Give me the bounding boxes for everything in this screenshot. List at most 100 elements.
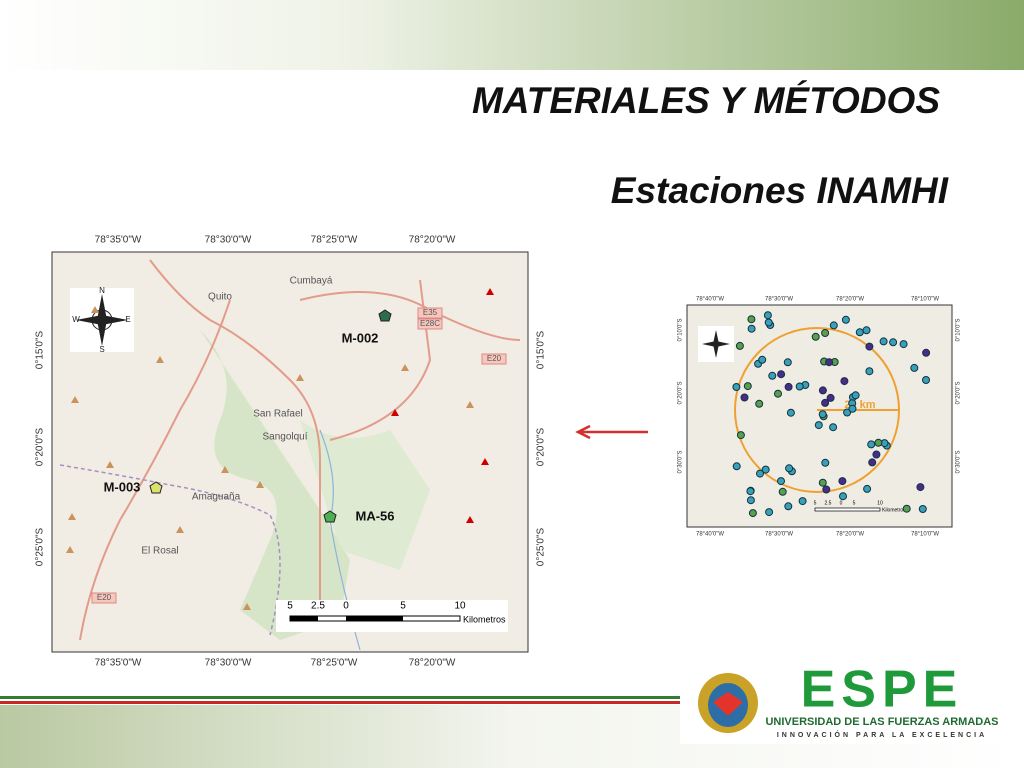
place-label: San Rafael: [253, 409, 302, 420]
coord-label: 78°30'0"W: [205, 235, 252, 246]
inset-scale-tick: 10: [877, 500, 883, 506]
station-dot: [851, 391, 860, 400]
arrow: [575, 424, 648, 440]
station-dot: [826, 393, 835, 402]
peak: [156, 356, 164, 363]
station-dot: [829, 423, 838, 432]
inset-coord: 0°20'0"S: [956, 381, 962, 404]
road: [79, 299, 231, 641]
inset-scale-tick: 2.5: [825, 500, 832, 506]
inset-scale-tick: 5: [853, 500, 856, 506]
scale-tick: 5: [400, 601, 406, 612]
station-dot: [764, 318, 773, 327]
coord-label: 78°35'0"W: [95, 658, 142, 669]
peak: [68, 513, 76, 520]
station-dot: [798, 497, 807, 506]
peak: [486, 288, 494, 295]
scale-seg: [290, 616, 318, 621]
peak: [466, 516, 474, 523]
subtitle: Estaciones INAMHI: [611, 170, 949, 211]
coord-label: 0°25'0"S: [35, 527, 46, 566]
scale-unit: Kilometros: [463, 614, 506, 624]
top-band: [0, 0, 1024, 70]
station-dot: [821, 398, 830, 407]
station-dot: [918, 505, 927, 513]
station-dot: [748, 509, 757, 518]
coord-label: 0°15'0"S: [35, 330, 46, 369]
compass-letter: N: [99, 286, 105, 295]
station-dot: [763, 311, 772, 320]
station-dot: [874, 438, 883, 447]
station-dot: [848, 404, 857, 413]
station-dot: [839, 492, 847, 501]
road-shield: [91, 592, 117, 604]
coord-label: 78°35'0"W: [95, 235, 142, 246]
place-label: Amaguaña: [192, 492, 241, 503]
station-dot: [865, 367, 874, 376]
station-dot: [768, 371, 777, 380]
station-dot: [736, 431, 745, 440]
station-dot: [747, 324, 756, 333]
station-dot: [758, 355, 767, 364]
road: [329, 279, 432, 441]
scale-tick: 2.5: [311, 601, 325, 612]
station-dot: [825, 358, 834, 367]
station-dot: [786, 408, 795, 417]
main-map: 78°35'0"W 78°35'0"W 78°30'0"W 78°30'0"W 78°2…: [35, 235, 547, 669]
peak: [401, 364, 409, 371]
road-label: E28C: [420, 319, 440, 328]
inset-coord: 78°30'0"W: [765, 297, 793, 303]
station-dot: [778, 487, 787, 496]
station-label: MA-56: [355, 508, 394, 523]
inset-map: 78°40'0"W 78°40'0"W 78°30'0"W 78°30'0"W 78°2…: [678, 297, 962, 538]
station-marker: [323, 510, 337, 523]
station-dot: [784, 382, 793, 391]
station-dot: [865, 342, 874, 351]
road: [149, 259, 321, 630]
title: MATERIALES Y MÉTODOS: [472, 80, 940, 121]
inset-coord: 78°10'0"W: [911, 297, 939, 303]
scale-seg: [346, 616, 403, 621]
logo-motto: INNOVACIÓN PARA LA EXCELENCIA: [777, 730, 987, 739]
inset-coord: 78°10'0"W: [911, 532, 939, 538]
station-dot: [916, 483, 925, 492]
stripe-green: [0, 696, 680, 699]
station-dot: [840, 377, 849, 386]
crest-mark: [713, 692, 743, 716]
stripe-red: [0, 701, 680, 704]
peak: [256, 481, 264, 488]
station-dot: [855, 328, 864, 337]
inset-coord: 78°20'0"W: [836, 532, 864, 538]
road-shield: [481, 353, 507, 365]
peak: [391, 409, 399, 416]
station-dot: [784, 502, 793, 511]
station-dot: [872, 450, 881, 459]
inset-coord: 78°30'0"W: [765, 532, 793, 538]
compass-letter: E: [125, 315, 130, 324]
place-label: Sangolquí: [262, 432, 307, 443]
scale-tick: 5: [287, 601, 293, 612]
station-dot: [818, 478, 827, 487]
logo-name: ESPE: [801, 661, 964, 719]
peak: [176, 526, 184, 533]
station-dot: [774, 389, 782, 398]
station-dot: [811, 332, 820, 341]
peak: [481, 458, 489, 465]
station-dot: [740, 393, 749, 402]
compass-letter: S: [99, 345, 104, 354]
station-dot: [838, 477, 847, 486]
coord-label: 78°20'0"W: [409, 658, 456, 669]
place-label: Quito: [208, 292, 232, 303]
peak: [66, 546, 74, 553]
coord-label: 78°20'0"W: [409, 235, 456, 246]
station-dot: [821, 458, 830, 467]
inset-scale-unit: Kilometros: [882, 507, 906, 513]
road-shield: [417, 318, 443, 330]
station-dot: [868, 458, 877, 467]
station-label: M-003: [104, 479, 141, 494]
peak: [296, 374, 304, 381]
inset-scale: [814, 507, 881, 512]
inset-coord: 78°40'0"W: [696, 297, 724, 303]
station-dot: [821, 329, 830, 337]
